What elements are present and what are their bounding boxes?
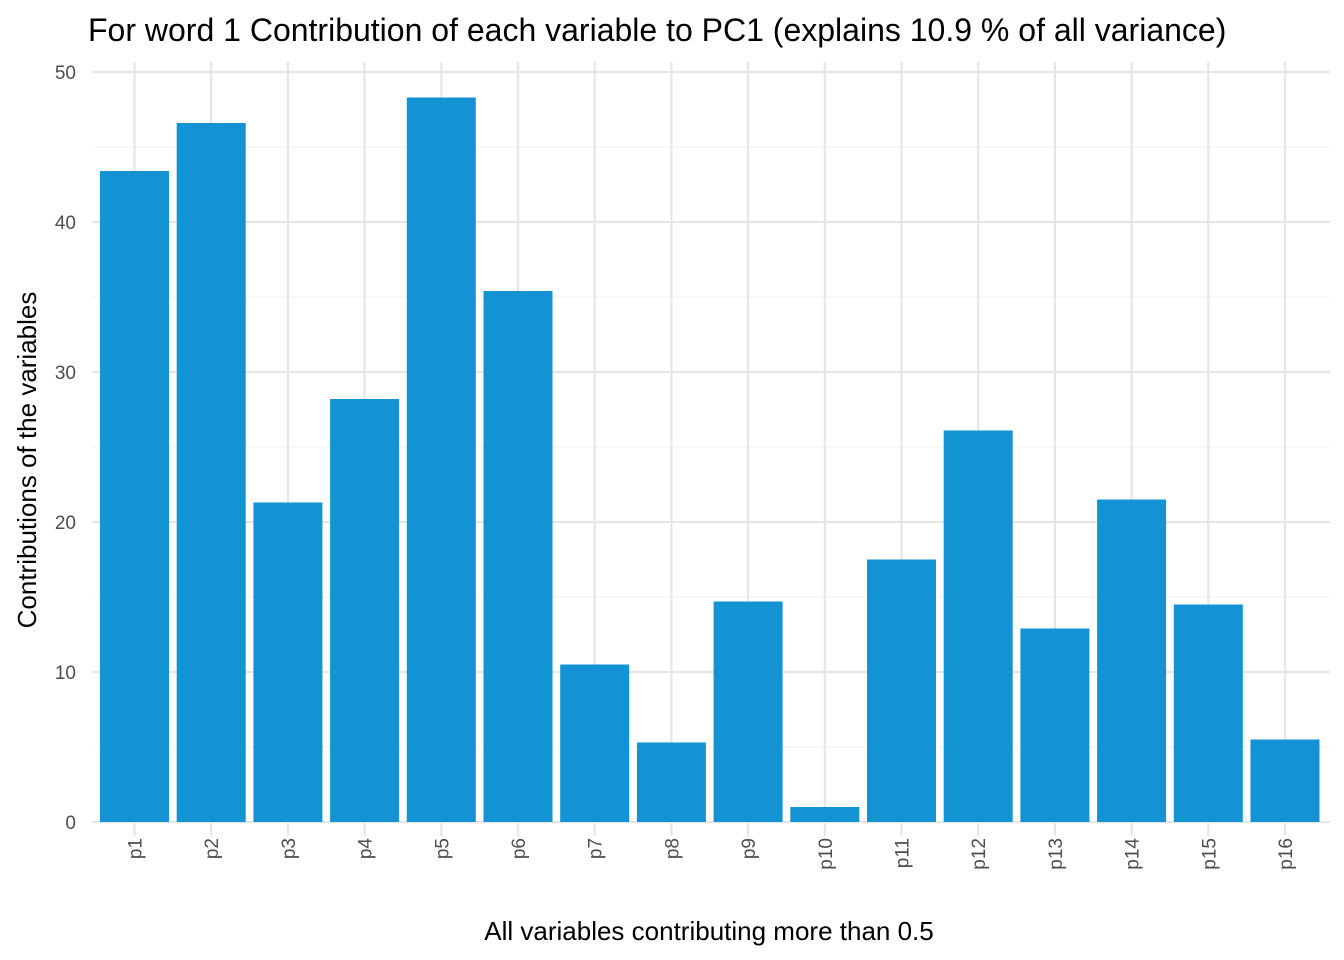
bar-p13 [1020, 628, 1090, 822]
bar-p3 [253, 502, 323, 822]
bar-p1 [100, 171, 169, 822]
y-tick-label: 40 [55, 213, 76, 234]
x-tick-label-p12: p12 [969, 838, 990, 870]
bar-p8 [636, 742, 706, 822]
x-tick-label-p15: p15 [1199, 838, 1220, 870]
y-tick-label: 20 [55, 513, 76, 534]
bar-p6 [483, 291, 553, 822]
x-tick-label-p2: p2 [202, 838, 223, 859]
bar-p10 [790, 807, 860, 822]
bars-layer [100, 97, 1320, 822]
x-tick-label-p14: p14 [1123, 838, 1144, 870]
bar-p14 [1097, 499, 1167, 822]
x-axis-ticks: p1 p2 p3 p4 p5 p6 p7 p8 p9 p10 p11 p12 p13 p14 p15 p16 [126, 838, 1298, 870]
y-tick-label: 0 [65, 813, 76, 834]
x-tick-label-p3: p3 [279, 838, 300, 859]
bar-p5 [406, 97, 476, 822]
bar-p2 [176, 123, 246, 822]
bar-p12 [943, 430, 1013, 822]
x-tick-label-p4: p4 [356, 838, 377, 860]
bar-p9 [713, 601, 783, 822]
x-tick-label-p7: p7 [586, 838, 607, 859]
y-axis-title: Contributions of the variables [12, 292, 42, 629]
x-tick-label-p13: p13 [1046, 838, 1067, 870]
y-axis-ticks: 0 10 20 30 40 50 [55, 63, 76, 834]
x-axis-title: All variables contributing more than 0.5 [484, 916, 933, 946]
bar-p16 [1250, 739, 1320, 822]
x-tick-label-p16: p16 [1276, 838, 1297, 870]
x-tick-label-p6: p6 [509, 838, 530, 859]
bar-p11 [867, 559, 936, 822]
bar-p7 [560, 664, 630, 822]
y-tick-label: 50 [55, 63, 76, 84]
x-tick-label-p8: p8 [662, 838, 683, 859]
bar-p4 [330, 399, 400, 822]
x-tick-label-p1: p1 [126, 838, 147, 859]
y-tick-label: 10 [55, 663, 76, 684]
y-tick-label: 30 [55, 363, 76, 384]
chart-title: For word 1 Contribution of each variable… [88, 12, 1226, 48]
x-tick-label-p5: p5 [432, 838, 453, 859]
x-tick-label-p10: p10 [816, 838, 837, 870]
x-tick-label-p11: p11 [893, 838, 914, 868]
x-tick-label-p9: p9 [739, 838, 760, 859]
bar-p15 [1173, 604, 1243, 822]
